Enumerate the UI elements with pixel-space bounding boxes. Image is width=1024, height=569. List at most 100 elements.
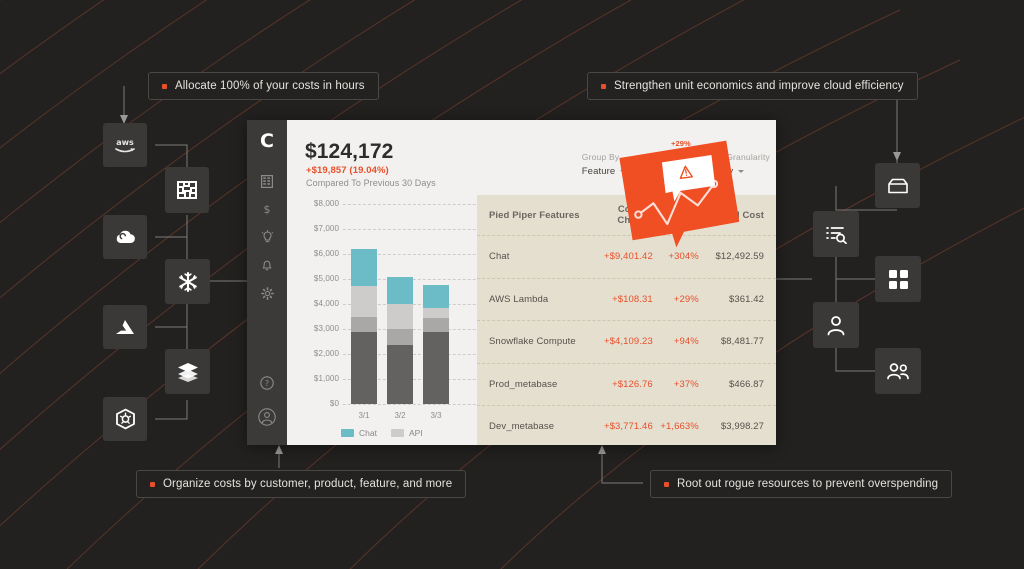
integration-tile-azure-blob[interactable] [165, 167, 209, 213]
y-tick-label: $5,000 [313, 274, 339, 283]
bar-segment [423, 318, 449, 332]
legend-label: Chat [359, 428, 377, 438]
dollar-icon: $ [264, 203, 271, 216]
app-logo[interactable]: C [260, 130, 274, 152]
y-tick-label: $3,000 [313, 324, 339, 333]
cell-cost-of-change: +$4,109.23 [604, 336, 653, 348]
dimension-tile-features[interactable] [875, 256, 921, 302]
table-row[interactable]: AWS Lambda +$108.31 +29% $361.42 [477, 279, 776, 321]
integration-tile-snowflake[interactable] [165, 259, 210, 304]
cost-delta: +$19,857 (19.04%) [306, 165, 389, 176]
cell-pct-change: +1,663% [660, 421, 699, 433]
callout-rogue: Root out rogue resources to prevent over… [650, 470, 953, 498]
bar-segment [423, 332, 449, 404]
cell-cost-of-change: +$3,771.46 [604, 421, 653, 433]
person-icon [827, 315, 845, 335]
callout-text: Organize costs by customer, product, fea… [163, 478, 453, 490]
sidebar-item-help[interactable]: ? [254, 369, 280, 397]
y-tick-label: $6,000 [313, 249, 339, 258]
cell-feature: Snowflake Compute [489, 336, 576, 348]
total-cost-value: $124,172 [305, 140, 394, 163]
people-icon [887, 363, 909, 380]
cell-pct-change: +94% [673, 336, 699, 348]
bar-segment [387, 344, 413, 404]
callout-text: Strengthen unit economics and improve cl… [614, 80, 904, 92]
kubernetes-icon [115, 408, 135, 429]
box-icon [887, 178, 908, 193]
bar-column[interactable] [423, 284, 449, 404]
sidebar-item-account[interactable] [254, 403, 280, 431]
azure-blob-icon [177, 181, 197, 199]
legend-item-chat[interactable]: Chat [341, 428, 377, 438]
bar-segment [351, 332, 377, 404]
x-tick-label: 3/3 [430, 411, 442, 420]
y-tick-label: $0 [329, 399, 339, 408]
cell-feature: Prod_metabase [489, 378, 558, 390]
callout-organize: Organize costs by customer, product, fea… [136, 470, 467, 498]
cell-cost-of-change: +$126.76 [612, 378, 653, 390]
sidebar-item-settings[interactable] [254, 279, 280, 307]
callout-text: Allocate 100% of your costs in hours [175, 80, 365, 92]
dashboard-icon [261, 174, 273, 188]
lightbulb-icon [261, 230, 273, 243]
callout-bullet-icon [150, 481, 155, 487]
y-tick-label: $4,000 [313, 299, 339, 308]
cell-feature: AWS Lambda [489, 293, 549, 305]
callout-bullet-icon [162, 83, 167, 89]
alert-card-graphic [619, 140, 740, 248]
dimension-tile-product[interactable] [875, 163, 920, 208]
integration-tile-azure[interactable] [103, 305, 147, 349]
table-row[interactable]: Dev_metabase +$3,771.46 +1,663% $3,998.27 [477, 406, 776, 445]
y-tick-label: $8,000 [313, 199, 339, 208]
dimension-tile-teams[interactable] [875, 348, 921, 394]
bar-segment [351, 248, 377, 286]
callout-bullet-icon [664, 481, 669, 487]
bar-segment [387, 329, 413, 345]
y-tick-label: $7,000 [313, 224, 339, 233]
azure-icon [116, 320, 134, 334]
sidebar-item-dashboard[interactable] [254, 167, 280, 195]
bar-segment [387, 277, 413, 304]
integration-tile-databricks[interactable] [165, 349, 210, 394]
y-tick-label: $2,000 [313, 349, 339, 358]
svg-text:aws: aws [116, 138, 134, 147]
app-sidebar: C $ [247, 120, 287, 445]
cell-total-cost: $3,998.27 [720, 421, 764, 433]
svg-text:$: $ [264, 203, 271, 216]
integration-tile-aws[interactable]: aws [103, 123, 147, 167]
cell-cost-of-change: +$108.31 [612, 293, 653, 305]
integration-tile-google-cloud[interactable] [103, 215, 147, 259]
bar-segment [351, 317, 377, 332]
sidebar-item-costs[interactable]: $ [254, 195, 280, 223]
snowflake-icon [178, 271, 197, 292]
cell-total-cost: $8,481.77 [720, 336, 764, 348]
alert-badge: +29% [671, 139, 691, 148]
sidebar-item-insights[interactable] [254, 223, 280, 251]
callout-bullet-icon [601, 83, 606, 89]
dimension-tile-customer[interactable] [813, 302, 859, 348]
help-icon: ? [260, 376, 274, 390]
control-value: Feature [581, 166, 616, 177]
cell-total-cost: $361.42 [728, 293, 764, 305]
bar-column[interactable] [351, 248, 377, 404]
table-header-feature: Pied Piper Features [489, 209, 580, 221]
comparison-label: Compared To Previous 30 Days [306, 178, 436, 188]
spend-spike-alert-card[interactable]: +29% [619, 139, 740, 255]
bar-column[interactable] [387, 277, 413, 404]
integration-tile-kubernetes[interactable] [103, 397, 147, 441]
cell-total-cost: $466.87 [728, 378, 764, 390]
x-tick-label: 3/1 [358, 411, 370, 420]
sidebar-item-alerts[interactable] [254, 251, 280, 279]
stacked-bar-chart: $0 $1,000 $2,000 $3,000 $4,000 $5,000 $6,000 $7… [295, 198, 755, 438]
dimension-tile-explore[interactable] [813, 211, 859, 257]
bell-icon [262, 260, 272, 271]
legend-swatch [390, 429, 404, 437]
cell-pct-change: +37% [673, 378, 699, 390]
callout-text: Root out rogue resources to prevent over… [677, 478, 939, 490]
callout-strengthen: Strengthen unit economics and improve cl… [587, 72, 918, 100]
table-row[interactable]: Prod_metabase +$126.76 +37% $466.87 [477, 364, 776, 406]
legend-item-api[interactable]: API [390, 428, 423, 438]
table-row[interactable]: Snowflake Compute +$4,109.23 +94% $8,481.77 [477, 321, 776, 364]
x-tick-label: 3/2 [394, 411, 406, 420]
bar-segment [387, 304, 413, 329]
